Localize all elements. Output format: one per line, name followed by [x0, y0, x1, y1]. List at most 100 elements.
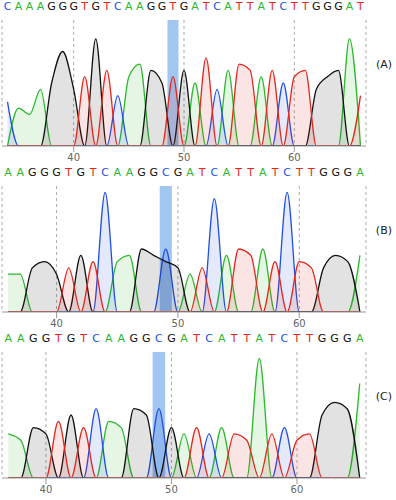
svg-text:G: G — [67, 332, 76, 345]
svg-text:G: G — [149, 166, 158, 179]
svg-text:T: T — [268, 0, 276, 13]
svg-text:C: C — [281, 332, 289, 345]
svg-text:G: G — [330, 332, 339, 345]
svg-text:G: G — [180, 0, 189, 13]
svg-text:T: T — [293, 332, 301, 345]
svg-text:G: G — [344, 166, 353, 179]
svg-text:G: G — [47, 0, 56, 13]
svg-text:A: A — [356, 166, 364, 179]
svg-text:C: C — [162, 166, 170, 179]
svg-text:50: 50 — [172, 318, 185, 329]
svg-text:T: T — [235, 0, 243, 13]
svg-text:A: A — [17, 332, 25, 345]
svg-text:T: T — [246, 0, 254, 13]
svg-text:A: A — [257, 0, 265, 13]
svg-text:T: T — [290, 0, 298, 13]
svg-text:G: G — [40, 166, 49, 179]
svg-text:T: T — [230, 332, 238, 345]
svg-text:C: C — [155, 332, 163, 345]
svg-text:G: G — [58, 0, 67, 13]
svg-text:G: G — [52, 166, 61, 179]
svg-text:G: G — [334, 0, 343, 13]
svg-text:G: G — [130, 332, 139, 345]
svg-text:A: A — [15, 0, 23, 13]
svg-text:T: T — [295, 166, 303, 179]
svg-text:A: A — [8, 166, 12, 179]
svg-text:A: A — [223, 166, 231, 179]
svg-text:C: C — [213, 0, 221, 13]
svg-text:T: T — [64, 166, 72, 179]
svg-text:50: 50 — [178, 152, 191, 163]
svg-text:A: A — [180, 332, 188, 345]
svg-text:A: A — [224, 0, 232, 13]
svg-text:G: G — [142, 332, 151, 345]
svg-text:G: G — [158, 0, 167, 13]
svg-text:C: C — [283, 166, 291, 179]
svg-text:A: A — [114, 166, 122, 179]
svg-text:T: T — [305, 332, 313, 345]
svg-text:G: G — [331, 166, 340, 179]
svg-text:G: G — [29, 332, 38, 345]
svg-text:G: G — [167, 332, 176, 345]
svg-text:C: C — [210, 166, 218, 179]
svg-text:T: T — [202, 0, 210, 13]
svg-text:A: A — [16, 166, 24, 179]
svg-text:60: 60 — [291, 484, 304, 495]
svg-text:T: T — [234, 166, 242, 179]
svg-text:A: A — [218, 332, 226, 345]
svg-text:C: C — [8, 0, 12, 13]
svg-text:60: 60 — [293, 318, 306, 329]
svg-text:G: G — [69, 0, 78, 13]
svg-text:A: A — [256, 332, 264, 345]
svg-text:C: C — [101, 166, 109, 179]
svg-text:G: G — [323, 0, 332, 13]
svg-text:A: A — [125, 0, 133, 13]
svg-text:T: T — [267, 332, 275, 345]
svg-text:G: G — [312, 0, 321, 13]
svg-text:A: A — [126, 166, 134, 179]
svg-text:C: C — [205, 332, 213, 345]
svg-text:A: A — [117, 332, 125, 345]
svg-text:A: A — [186, 166, 194, 179]
svg-text:T: T — [246, 166, 254, 179]
svg-text:G: G — [318, 332, 327, 345]
svg-text:A: A — [259, 166, 267, 179]
svg-text:T: T — [242, 332, 250, 345]
svg-text:G: G — [174, 166, 183, 179]
svg-text:A: A — [8, 332, 13, 345]
svg-text:A: A — [105, 332, 113, 345]
svg-text:50: 50 — [165, 484, 178, 495]
svg-text:A: A — [191, 0, 199, 13]
svg-text:T: T — [356, 0, 364, 13]
svg-text:G: G — [77, 166, 86, 179]
svg-text:T: T — [192, 332, 200, 345]
svg-text:T: T — [80, 0, 88, 13]
svg-text:T: T — [79, 332, 87, 345]
svg-text:G: G — [343, 332, 352, 345]
svg-text:T: T — [198, 166, 206, 179]
svg-text:40: 40 — [50, 318, 63, 329]
svg-text:G: G — [319, 166, 328, 179]
svg-text:C: C — [92, 332, 100, 345]
svg-text:G: G — [28, 166, 37, 179]
svg-text:40: 40 — [67, 152, 80, 163]
svg-text:C: C — [279, 0, 287, 13]
svg-text:40: 40 — [40, 484, 53, 495]
svg-text:T: T — [102, 0, 110, 13]
svg-text:T: T — [307, 166, 315, 179]
svg-text:60: 60 — [288, 152, 301, 163]
svg-text:A: A — [346, 0, 354, 13]
svg-text:A: A — [136, 0, 144, 13]
svg-text:T: T — [54, 332, 62, 345]
svg-text:A: A — [37, 0, 45, 13]
svg-text:G: G — [147, 0, 156, 13]
svg-text:T: T — [169, 0, 177, 13]
svg-text:T: T — [301, 0, 309, 13]
svg-text:T: T — [89, 166, 97, 179]
svg-text:A: A — [26, 0, 34, 13]
svg-text:C: C — [114, 0, 122, 13]
svg-text:A: A — [356, 332, 364, 345]
svg-text:G: G — [91, 0, 100, 13]
svg-text:G: G — [42, 332, 51, 345]
svg-text:G: G — [137, 166, 146, 179]
